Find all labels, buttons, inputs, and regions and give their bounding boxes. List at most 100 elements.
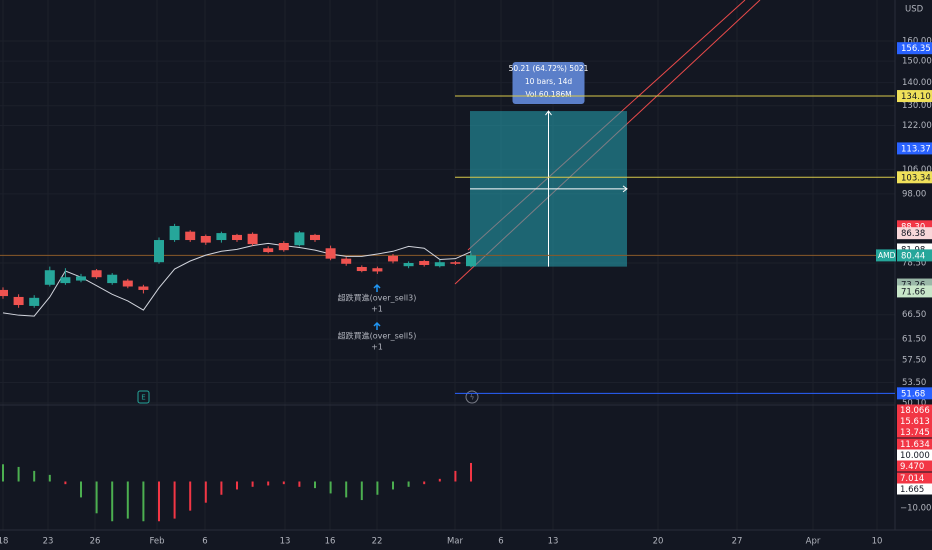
event-icon[interactable]: ϟ	[465, 390, 479, 404]
candle-body	[107, 274, 118, 284]
signal-arrow	[373, 321, 381, 330]
badge-text: 80.44	[901, 251, 925, 261]
time-tick-label: 6	[498, 537, 503, 547]
price-tick-label: 57.50	[902, 356, 926, 366]
badge-text: 9.470	[900, 462, 924, 472]
histogram-bar	[423, 481, 426, 485]
badge-text: 11.634	[900, 440, 930, 450]
histogram-bar	[407, 481, 410, 487]
time-tick-label: 26	[90, 537, 101, 547]
badge-text: 156.35	[901, 44, 931, 54]
signal-arrow	[373, 283, 381, 292]
histogram-bar	[298, 481, 301, 487]
badge-text: 10.000	[900, 451, 930, 461]
histogram-bar	[392, 481, 394, 490]
time-tick-label: 20	[653, 537, 664, 547]
candle-body	[341, 258, 352, 264]
price-tick-label: 106.00	[902, 165, 932, 175]
candle-body	[13, 296, 24, 306]
badge-text: 113.37	[901, 144, 931, 154]
price-badge	[897, 90, 932, 103]
symbol-text: AMD	[878, 251, 896, 260]
icon-frame	[465, 390, 479, 404]
histogram-bar	[95, 481, 98, 514]
candle-body	[29, 297, 40, 306]
candle-body	[169, 225, 180, 241]
histogram-bar	[2, 464, 4, 482]
candle-body	[232, 234, 242, 241]
candle-body	[154, 240, 164, 263]
value-badge	[897, 404, 932, 416]
candle-body	[325, 248, 336, 259]
measure-arrow	[545, 110, 552, 116]
signal-label: 超跌買進(over_sell3)	[338, 293, 417, 303]
badge-text: 13.745	[900, 428, 930, 438]
histogram-bar	[360, 481, 363, 501]
histogram-bar	[126, 481, 129, 519]
candle-body	[356, 266, 367, 272]
histogram-bar	[48, 474, 51, 482]
badge-text: 51.68	[901, 389, 925, 399]
time-tick-label: 13	[548, 537, 559, 547]
icon-glyph: E	[141, 394, 145, 402]
candle-body	[419, 261, 430, 265]
time-tick-label: 23	[43, 537, 54, 547]
time-tick-label: 13	[280, 537, 291, 547]
candle-body	[216, 233, 227, 241]
candle-body	[138, 286, 149, 290]
price-tick-label: 61.50	[902, 335, 926, 345]
histogram-bar	[267, 481, 270, 486]
price-badge	[897, 249, 932, 262]
time-tick-label: 6	[202, 537, 207, 547]
histogram-bar	[17, 466, 20, 482]
histogram-bar	[345, 481, 348, 498]
price-badge	[897, 42, 932, 55]
candle-body	[200, 236, 211, 243]
price-tick-label: 122.00	[902, 121, 932, 131]
value-badge	[897, 449, 932, 461]
histogram-bar	[376, 481, 379, 495]
currency: USD	[905, 5, 924, 15]
candle-body	[263, 248, 274, 253]
candle-body	[434, 262, 445, 267]
badge-text: 15.613	[900, 417, 930, 427]
histogram-bar	[80, 481, 82, 498]
badge-text: 71.66	[901, 287, 925, 297]
histogram-bar	[282, 481, 285, 485]
time-tick-label: 27	[732, 537, 743, 547]
measure-arrow	[622, 185, 628, 193]
histogram-bar	[314, 481, 316, 489]
earnings-icon[interactable]: E	[137, 390, 150, 404]
measure-text: 50.21 (64.72%) 5021	[509, 64, 589, 73]
value-badge	[897, 426, 932, 438]
candle-body	[450, 262, 461, 264]
price-tick-label: 66.50	[902, 310, 926, 320]
badge-text: 7.014	[900, 474, 924, 484]
histogram-bar	[454, 470, 457, 482]
signal-count: +1	[371, 343, 383, 352]
histogram-bar	[173, 481, 176, 519]
price-tick-label: 98.00	[902, 189, 926, 199]
lower-axis-label: −10.000	[900, 504, 932, 514]
time-tick-label: Mar	[447, 537, 464, 547]
time-tick-label: 16	[325, 537, 336, 547]
histogram-bar	[251, 481, 254, 487]
histogram-bar	[438, 478, 441, 482]
histogram-bar	[64, 481, 67, 485]
price-tick-label: 53.50	[902, 378, 926, 388]
histogram-bar	[189, 481, 192, 511]
value-badge	[897, 460, 932, 472]
histogram-bar	[236, 481, 238, 490]
candle-body	[122, 280, 133, 287]
price-tick-label: 50.10	[902, 399, 926, 409]
candle-body	[310, 234, 320, 241]
candle-body	[185, 231, 196, 241]
value-badge	[897, 415, 932, 427]
measure-text: 10 bars, 14d	[525, 77, 573, 86]
candle-body	[60, 277, 71, 284]
signal-count: +1	[371, 305, 383, 314]
price-badge	[897, 227, 932, 240]
badge-text: 18.066	[900, 406, 930, 416]
